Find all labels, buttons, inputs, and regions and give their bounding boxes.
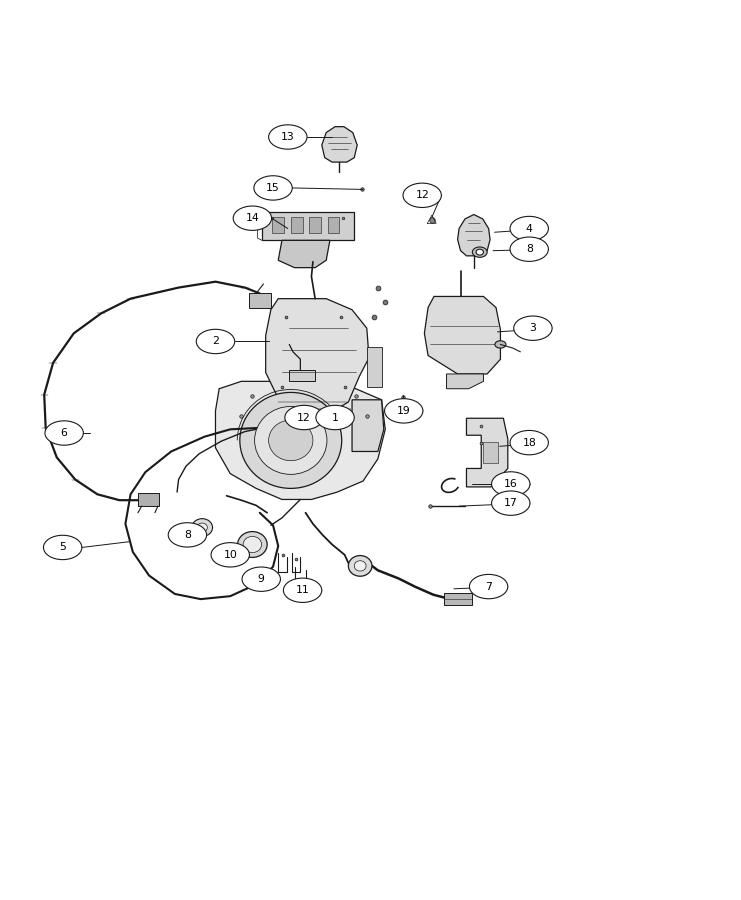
Ellipse shape xyxy=(316,405,354,429)
Ellipse shape xyxy=(285,405,323,429)
Polygon shape xyxy=(216,382,385,500)
Text: 10: 10 xyxy=(223,550,237,560)
Ellipse shape xyxy=(168,523,207,547)
Ellipse shape xyxy=(491,491,530,516)
Ellipse shape xyxy=(44,536,82,560)
Ellipse shape xyxy=(510,216,548,240)
Polygon shape xyxy=(467,418,508,487)
Polygon shape xyxy=(458,214,490,256)
Ellipse shape xyxy=(254,176,292,200)
Text: 9: 9 xyxy=(258,574,265,584)
Bar xyxy=(262,212,353,240)
Text: 3: 3 xyxy=(530,323,536,333)
Ellipse shape xyxy=(240,392,342,489)
Ellipse shape xyxy=(348,555,372,576)
Ellipse shape xyxy=(472,247,487,257)
Ellipse shape xyxy=(269,420,313,461)
Bar xyxy=(445,593,472,605)
Ellipse shape xyxy=(269,125,307,149)
Polygon shape xyxy=(425,296,500,374)
Ellipse shape xyxy=(184,530,196,540)
Ellipse shape xyxy=(242,567,280,591)
Text: 4: 4 xyxy=(526,223,533,233)
Text: 6: 6 xyxy=(61,428,67,438)
Text: 1: 1 xyxy=(332,412,339,422)
Bar xyxy=(249,293,271,309)
Ellipse shape xyxy=(354,561,366,572)
Bar xyxy=(290,217,302,233)
Ellipse shape xyxy=(385,399,423,423)
Bar xyxy=(483,442,498,463)
Ellipse shape xyxy=(495,341,506,348)
Polygon shape xyxy=(322,127,357,162)
Ellipse shape xyxy=(211,543,250,567)
Polygon shape xyxy=(289,370,315,382)
Ellipse shape xyxy=(514,316,552,340)
Ellipse shape xyxy=(197,523,207,532)
Text: 11: 11 xyxy=(296,585,310,595)
Ellipse shape xyxy=(45,421,83,446)
Ellipse shape xyxy=(491,472,530,496)
Ellipse shape xyxy=(233,206,272,230)
Text: 8: 8 xyxy=(184,530,191,540)
Ellipse shape xyxy=(255,407,327,474)
Bar xyxy=(138,493,159,506)
Ellipse shape xyxy=(476,249,483,255)
Text: 18: 18 xyxy=(522,437,536,447)
Text: 13: 13 xyxy=(281,132,295,142)
Polygon shape xyxy=(367,346,382,387)
Text: 16: 16 xyxy=(504,479,518,489)
Text: 8: 8 xyxy=(526,244,533,254)
Ellipse shape xyxy=(196,329,235,354)
Text: 7: 7 xyxy=(485,581,492,591)
Bar xyxy=(272,217,284,233)
Bar xyxy=(309,217,321,233)
Polygon shape xyxy=(278,240,330,267)
Ellipse shape xyxy=(510,430,548,454)
Ellipse shape xyxy=(469,574,508,599)
Text: 14: 14 xyxy=(245,213,259,223)
Text: 15: 15 xyxy=(266,183,280,193)
Polygon shape xyxy=(352,400,384,452)
Bar xyxy=(328,217,339,233)
Text: 17: 17 xyxy=(504,499,518,508)
Ellipse shape xyxy=(403,183,442,208)
Ellipse shape xyxy=(177,524,202,546)
Polygon shape xyxy=(447,374,483,389)
Ellipse shape xyxy=(510,237,548,261)
Text: 19: 19 xyxy=(397,406,411,416)
Ellipse shape xyxy=(283,578,322,602)
Ellipse shape xyxy=(192,518,213,536)
Text: 5: 5 xyxy=(59,543,66,553)
Text: 12: 12 xyxy=(415,190,429,201)
Ellipse shape xyxy=(243,536,262,553)
Ellipse shape xyxy=(238,532,268,557)
Text: 12: 12 xyxy=(297,412,311,422)
Polygon shape xyxy=(266,299,369,413)
Text: 2: 2 xyxy=(212,337,219,347)
